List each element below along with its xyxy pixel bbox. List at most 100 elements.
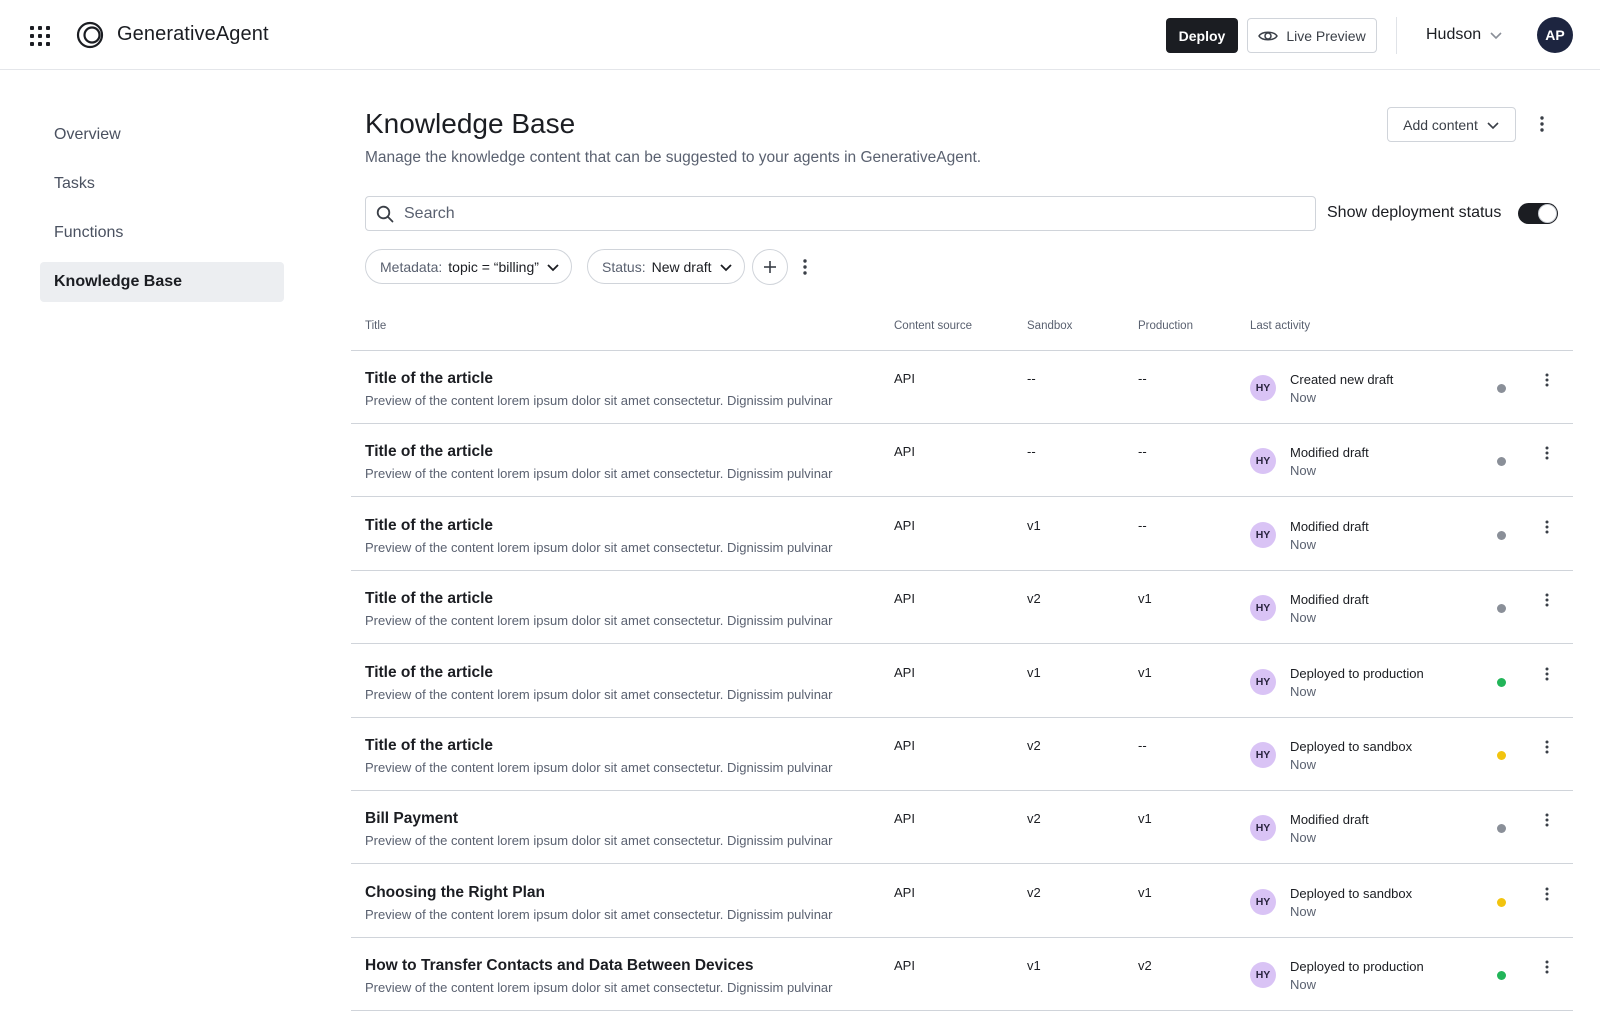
app-title: GenerativeAgent <box>117 23 269 45</box>
filter-chip-status[interactable]: Status: New draft <box>587 249 745 284</box>
kebab-icon[interactable] <box>1537 810 1557 830</box>
status-dot <box>1497 751 1506 760</box>
column-header-title[interactable]: Title <box>365 320 387 332</box>
deployment-status-label: Show deployment status <box>1327 204 1502 221</box>
article-title[interactable]: How to Transfer Contacts and Data Betwee… <box>365 957 754 975</box>
filter-key: Status: <box>602 258 646 275</box>
filter-chip-metadata[interactable]: Metadata: topic = “billing” <box>365 249 572 284</box>
last-activity-text: Deployed to sandbox <box>1290 885 1413 901</box>
column-header-content-source[interactable]: Content source <box>894 320 972 332</box>
kebab-icon[interactable] <box>795 255 815 279</box>
avatar[interactable]: AP <box>1537 17 1573 53</box>
eye-icon <box>1258 31 1279 40</box>
user-avatar: HY <box>1250 742 1276 768</box>
grid-icon[interactable] <box>30 26 50 46</box>
last-activity-text: Deployed to production <box>1290 959 1424 975</box>
chevron-down-icon <box>1487 121 1499 129</box>
production-version: -- <box>1138 738 1147 753</box>
sidebar: Overview Tasks Functions Knowledge Base <box>40 115 284 311</box>
article-title[interactable]: Bill Payment <box>365 810 459 828</box>
page-title: Knowledge Base <box>365 108 576 139</box>
article-preview: Preview of the content lorem ipsum dolor… <box>365 906 833 922</box>
article-title[interactable]: Title of the article <box>365 443 494 461</box>
sandbox-version: v2 <box>1027 591 1041 607</box>
kebab-icon[interactable] <box>1537 957 1557 977</box>
table-row[interactable]: Title of the article Preview of the conte… <box>351 424 1573 498</box>
user-avatar: HY <box>1250 448 1276 475</box>
user-avatar: HY <box>1250 668 1276 695</box>
status-dot <box>1497 971 1506 981</box>
article-preview: Preview of the content lorem ipsum dolor… <box>365 833 833 849</box>
last-activity-text: Deployed to production <box>1290 665 1424 681</box>
chevron-down-icon <box>547 263 559 271</box>
user-avatar: HY <box>1250 375 1276 401</box>
sandbox-version: v1 <box>1027 517 1041 533</box>
status-dot <box>1497 677 1506 687</box>
live-preview-button[interactable]: Live Preview <box>1247 18 1377 53</box>
sidebar-item-tasks[interactable]: Tasks <box>54 175 95 192</box>
toggle-knob <box>1538 204 1557 223</box>
kebab-icon[interactable] <box>1537 664 1557 684</box>
top-bar: GenerativeAgent Deploy Live Preview Huds… <box>0 0 1600 70</box>
add-filter-button[interactable] <box>752 249 788 285</box>
sandbox-version: -- <box>1027 444 1036 460</box>
content-source: API <box>894 591 915 607</box>
column-header-production[interactable]: Production <box>1138 320 1193 332</box>
table-row[interactable]: How to Transfer Contacts and Data Betwee… <box>351 938 1573 1011</box>
table-row[interactable]: Choosing the Right Plan Preview of the co… <box>351 865 1573 938</box>
kebab-icon[interactable] <box>1537 443 1557 463</box>
user-avatar: HY <box>1250 888 1276 915</box>
kebab-icon[interactable] <box>1537 517 1557 537</box>
last-activity-time: Now <box>1290 903 1317 919</box>
kebab-icon[interactable] <box>1537 884 1557 904</box>
article-title[interactable]: Title of the article <box>365 737 494 754</box>
production-version: v1 <box>1138 884 1152 900</box>
article-title[interactable]: Title of the article <box>365 516 494 534</box>
article-title[interactable]: Title of the article <box>365 590 494 608</box>
content-source: API <box>894 664 915 680</box>
page-subtitle: Manage the knowledge content that can be… <box>365 149 982 166</box>
production-version: v1 <box>1138 811 1152 827</box>
filter-key: Metadata: <box>380 258 443 275</box>
kebab-icon[interactable] <box>1537 590 1557 610</box>
search-input[interactable] <box>404 204 1284 223</box>
table-row[interactable]: Title of the article Preview of the conte… <box>351 645 1573 718</box>
sidebar-item-overview[interactable]: Overview <box>54 126 121 143</box>
table-row[interactable]: Bill Payment Preview of the content lorem… <box>351 791 1573 865</box>
last-activity-time: Now <box>1290 536 1317 552</box>
sandbox-version: v2 <box>1027 811 1041 827</box>
add-content-button[interactable]: Add content <box>1387 107 1516 142</box>
table-row[interactable]: Title of the article Preview of the conte… <box>351 351 1573 424</box>
production-version: v2 <box>1138 958 1152 974</box>
table-row[interactable]: Title of the article Preview of the conte… <box>351 498 1573 571</box>
sandbox-version: -- <box>1027 371 1036 386</box>
sidebar-item-functions[interactable]: Functions <box>54 224 124 241</box>
production-version: -- <box>1138 517 1147 533</box>
article-preview: Preview of the content lorem ipsum dolor… <box>365 466 833 482</box>
user-avatar: HY <box>1250 595 1276 622</box>
sidebar-item-knowledge-base[interactable]: Knowledge Base <box>40 262 284 302</box>
user-menu[interactable]: Hudson <box>1426 24 1503 46</box>
status-dot <box>1497 457 1506 467</box>
content-source: API <box>894 738 915 753</box>
production-version: -- <box>1138 371 1147 386</box>
article-title[interactable]: Title of the article <box>365 663 494 681</box>
kebab-icon[interactable] <box>1530 112 1554 136</box>
deployment-status-toggle[interactable] <box>1518 203 1558 224</box>
add-content-label: Add content <box>1403 116 1478 133</box>
last-activity-time: Now <box>1290 610 1317 626</box>
last-activity-time: Now <box>1290 463 1317 479</box>
article-preview: Preview of the content lorem ipsum dolor… <box>365 686 833 702</box>
table-row[interactable]: Title of the article Preview of the conte… <box>351 571 1573 645</box>
column-header-last-activity[interactable]: Last activity <box>1250 320 1311 332</box>
article-title[interactable]: Choosing the Right Plan <box>365 883 545 901</box>
content-source: API <box>894 958 915 974</box>
column-header-sandbox[interactable]: Sandbox <box>1027 320 1073 332</box>
deploy-button[interactable]: Deploy <box>1166 18 1238 53</box>
kebab-icon[interactable] <box>1537 370 1557 390</box>
kebab-icon[interactable] <box>1537 737 1557 757</box>
table-row[interactable]: Title of the article Preview of the conte… <box>351 718 1573 791</box>
article-title[interactable]: Title of the article <box>365 370 494 387</box>
filter-value: New draft <box>651 258 712 275</box>
last-activity-text: Deployed to sandbox <box>1290 739 1413 754</box>
